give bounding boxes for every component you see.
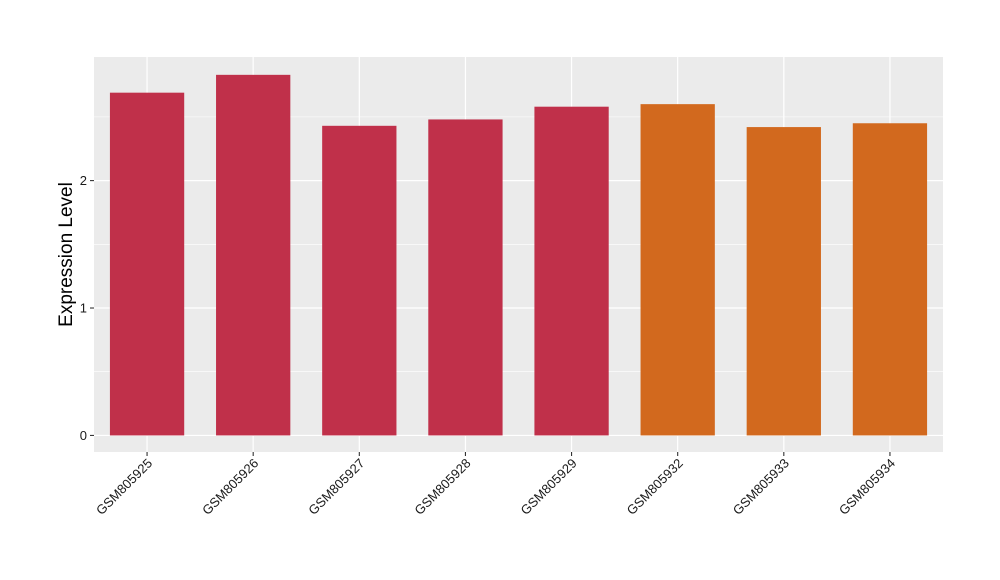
bar-gsm805934	[852, 123, 928, 436]
x-tick-label: GSM805932	[624, 456, 686, 518]
bar-gsm805932	[640, 104, 715, 436]
x-tick-label: GSM805928	[411, 456, 473, 518]
bar-gsm805925	[109, 92, 185, 436]
bars	[109, 74, 928, 436]
x-tick-label: GSM805934	[836, 456, 898, 518]
x-tick-label: GSM805926	[199, 456, 261, 518]
y-axis: 0 1 2	[80, 173, 94, 443]
x-tick-label: GSM805925	[93, 456, 155, 518]
y-tick-label: 2	[80, 173, 87, 188]
bar-gsm805926	[216, 74, 291, 436]
y-tick-label: 1	[80, 301, 87, 316]
y-tick-label: 0	[80, 428, 87, 443]
bar-gsm805928	[428, 119, 503, 436]
x-tick-label: GSM805927	[305, 456, 367, 518]
y-axis-title: Expression Level	[56, 182, 77, 327]
bar-gsm805927	[322, 125, 397, 436]
x-tick-label: GSM805933	[730, 456, 792, 518]
bar-gsm805933	[746, 127, 821, 436]
x-axis: GSM805925 GSM805926 GSM805927 GSM805928 GSM8…	[93, 452, 898, 518]
bar-gsm805929	[534, 106, 609, 436]
x-tick-label: GSM805929	[517, 456, 579, 518]
